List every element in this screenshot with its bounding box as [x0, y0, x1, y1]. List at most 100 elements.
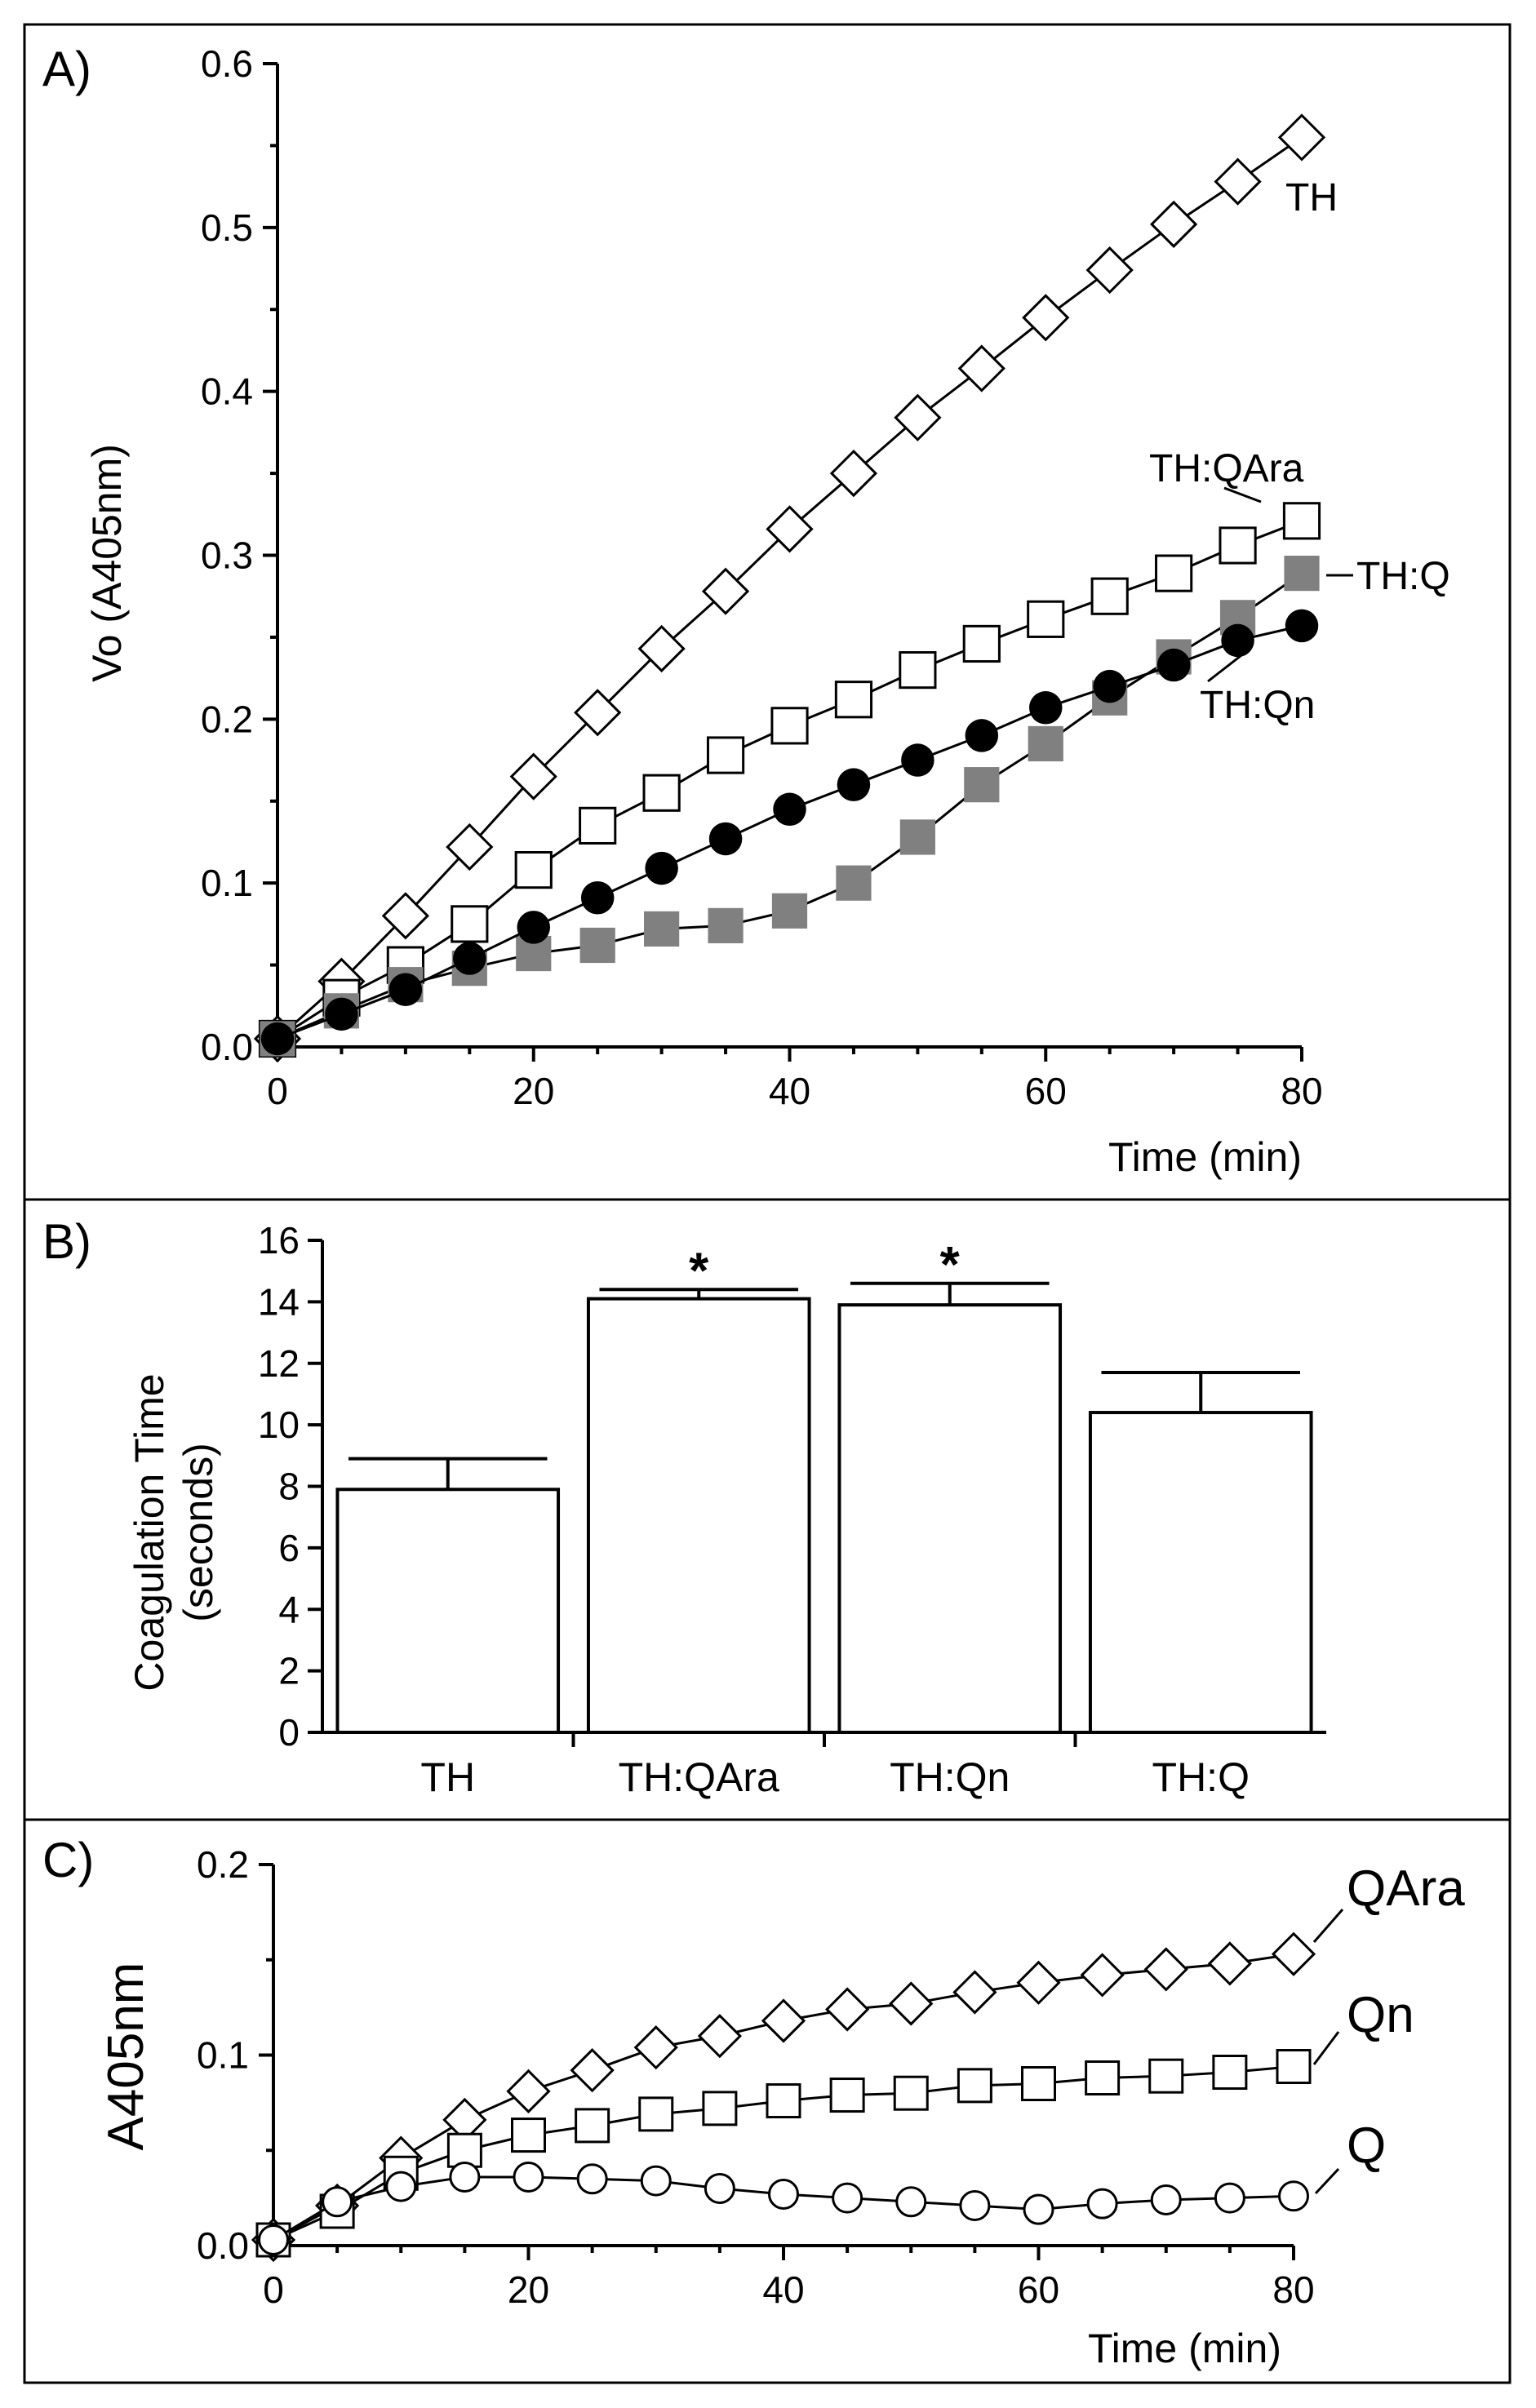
panel-a-x-tick-label: 80 — [1281, 1070, 1322, 1112]
panel-a-y-tick-label: 0.5 — [201, 206, 253, 249]
panel-b-y-axis-label-line1: Coagulation Time — [127, 1373, 172, 1691]
x-category-label-th-qn: TH:Qn — [890, 1754, 1010, 1800]
data-point-q — [1023, 2193, 1054, 2225]
data-point-th-qn — [965, 719, 999, 752]
data-point-th-qara — [1027, 600, 1065, 638]
bar-group-th — [335, 1457, 561, 1735]
data-point-qn — [638, 2096, 674, 2132]
data-point-th-qn — [1156, 648, 1191, 682]
data-point-q — [1086, 2188, 1118, 2220]
panel-b-y-tick-label: 2 — [278, 1650, 300, 1692]
data-point-th-q — [708, 907, 744, 943]
bar-th-qn — [837, 1303, 1063, 1735]
data-point-th-qara — [451, 905, 489, 943]
data-point-q — [385, 2171, 417, 2202]
data-point-th-q — [644, 911, 680, 947]
data-point-q — [704, 2172, 735, 2204]
series-th-qn — [260, 609, 1319, 1056]
data-point-q — [895, 2186, 927, 2218]
panel-c-x-tick-label: 40 — [762, 2268, 804, 2311]
data-point-qn — [893, 2075, 929, 2111]
legend-leader-th-qn — [1207, 651, 1245, 683]
panel-b-y-tick-label: 8 — [278, 1466, 300, 1508]
data-point-th-qara — [962, 624, 1001, 663]
data-point-th — [829, 449, 878, 498]
data-point-qara — [1207, 1941, 1252, 1986]
data-point-qara — [889, 1981, 934, 2026]
panel-a-tick-labels: 0.0 0.1 0.2 0.3 0.4 0.5 0.6 0 20 40 60 80 — [201, 42, 1323, 1112]
panel-a-y-tick-label: 0.3 — [201, 534, 253, 577]
panel-a-x-tick-label: 60 — [1025, 1070, 1067, 1112]
data-point-qn — [957, 2068, 992, 2104]
data-point-th-qn — [260, 1022, 295, 1056]
data-point-th — [1085, 246, 1134, 295]
data-point-th-qara — [770, 707, 809, 745]
data-point-th — [1022, 294, 1070, 342]
data-point-th — [574, 689, 622, 737]
panel-b-y-axis-label-line2: (seconds) — [175, 1443, 221, 1622]
panel-a-x-tick-label: 20 — [513, 1070, 554, 1112]
data-point-th-qara — [706, 736, 745, 774]
legend-leader-th-qara — [1223, 486, 1262, 503]
data-point-qn — [1276, 2049, 1312, 2085]
panel-b-bars: * * — [335, 1237, 1313, 1735]
series-th-qn-line — [277, 624, 1303, 1040]
panel-a-label: A) — [42, 42, 91, 96]
bar-th-q — [1088, 1411, 1313, 1735]
data-point-qara — [1080, 1953, 1125, 1998]
data-point-qara — [506, 2069, 551, 2113]
data-point-q — [1214, 2182, 1245, 2214]
legend-label-q: Q — [1347, 2118, 1386, 2174]
data-point-qn — [1212, 2055, 1248, 2091]
panel-a-x-tick-label: 0 — [267, 1070, 288, 1112]
data-point-qn — [1021, 2066, 1056, 2102]
data-point-q — [449, 2161, 481, 2193]
data-point-th — [894, 393, 942, 441]
data-point-th — [957, 344, 1006, 392]
panel-b-y-tick-label: 0 — [278, 1711, 300, 1754]
data-point-th-qara — [899, 650, 937, 690]
panel-b-y-tick-label: 10 — [258, 1404, 300, 1446]
panel-b-y-tick-label: 16 — [258, 1219, 300, 1262]
panel-a-y-tick-label: 0.6 — [201, 42, 253, 85]
data-point-qara — [633, 2025, 678, 2070]
data-point-th-qn — [1093, 669, 1126, 703]
data-point-th-qn — [645, 851, 678, 885]
bar-group-th-q — [1088, 1371, 1313, 1735]
panel-c-x-tick-label: 20 — [508, 2268, 549, 2311]
panel-b-tick-labels: 0 2 4 6 8 10 12 14 16 TH TH:QAra TH:Qn TH:Q — [258, 1219, 1250, 1800]
legend-leader-qara — [1312, 1909, 1344, 1943]
data-point-th — [637, 624, 686, 673]
x-category-label-th-q: TH:Q — [1152, 1754, 1250, 1800]
data-point-qara — [761, 1998, 806, 2043]
data-point-th — [509, 752, 557, 800]
data-point-th-qn — [773, 792, 806, 827]
data-point-th — [1277, 113, 1326, 162]
bar-th — [335, 1488, 561, 1735]
panel-a-y-tick-label: 0.0 — [201, 1026, 253, 1068]
legend-label-qara: QAra — [1347, 1860, 1465, 1917]
panel-c-y-tick-label: 0.0 — [197, 2224, 249, 2267]
data-point-th-qn — [1029, 691, 1063, 725]
legend-label-qn: Qn — [1347, 1987, 1414, 2043]
bar-group-th-qn: * — [837, 1237, 1063, 1735]
panel-c-label: C) — [42, 1833, 94, 1887]
data-point-th — [766, 505, 814, 553]
data-point-q — [959, 2189, 991, 2221]
data-point-th-q — [964, 767, 1000, 803]
data-point-qn — [702, 2091, 738, 2126]
data-point-th-qara — [579, 806, 617, 845]
panel-a-x-axis-label: Time (min) — [1108, 1134, 1302, 1180]
data-point-qara — [1143, 1947, 1188, 1992]
panel-a-x-tick-label: 40 — [769, 1070, 810, 1112]
panel-c-y-tick-label: 0.2 — [197, 1843, 249, 1886]
data-point-qn — [829, 2078, 865, 2113]
data-point-q — [832, 2182, 863, 2214]
data-point-th-q — [771, 893, 808, 929]
data-point-th — [1214, 157, 1262, 206]
data-point-qara — [952, 1970, 997, 2015]
data-point-qara — [825, 1987, 870, 2032]
panel-c-axes — [259, 1863, 1295, 2260]
data-point-th-qara — [642, 774, 681, 812]
data-point-q — [768, 2178, 799, 2210]
